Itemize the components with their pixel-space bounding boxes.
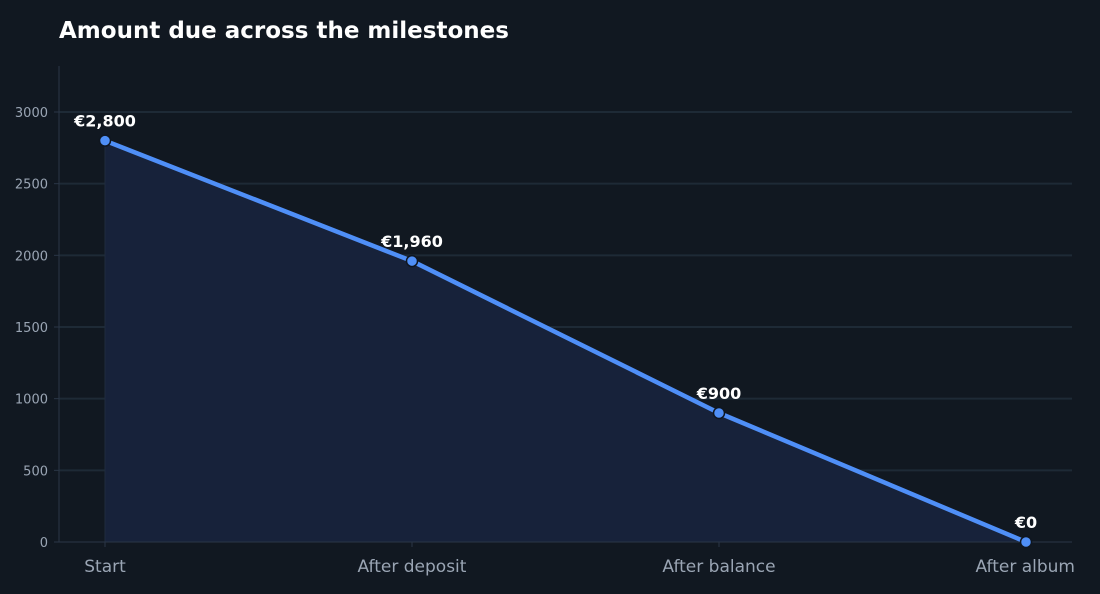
data-point bbox=[98, 134, 112, 147]
x-tick-label: Start bbox=[84, 557, 126, 577]
y-tick-label: 1500 bbox=[15, 321, 48, 336]
data-label: €2,800 bbox=[73, 112, 136, 131]
series-area bbox=[105, 140, 1026, 542]
axes bbox=[54, 66, 1072, 547]
y-tick-label: 500 bbox=[23, 464, 48, 479]
data-point bbox=[1019, 535, 1033, 549]
series-line bbox=[102, 138, 1029, 545]
y-tick-labels: 0 500 1000 1500 2000 2500 3000 bbox=[15, 106, 48, 551]
area-layer bbox=[104, 140, 1026, 542]
series-line-layer bbox=[102, 138, 1029, 545]
data-label: €900 bbox=[696, 384, 742, 403]
data-label: €1,960 bbox=[380, 232, 443, 251]
x-tick-labels: Start After deposit After balance After alb… bbox=[84, 557, 1075, 577]
chart-title: Amount due across the milestones bbox=[59, 18, 509, 44]
x-tick-label: After balance bbox=[662, 557, 775, 577]
x-tick-label: After deposit bbox=[358, 557, 467, 577]
y-tick-label: 0 bbox=[40, 536, 48, 551]
y-tick-label: 2500 bbox=[15, 178, 48, 193]
x-tick-label: After album bbox=[976, 557, 1076, 577]
data-point bbox=[405, 254, 419, 268]
data-points bbox=[98, 134, 1033, 549]
data-labels: €2,800 €1,960 €900 €0 bbox=[73, 112, 1037, 532]
y-tick-label: 2000 bbox=[15, 249, 48, 264]
y-tick-label: 3000 bbox=[15, 106, 48, 121]
data-point bbox=[712, 406, 726, 420]
data-label: €0 bbox=[1014, 513, 1037, 532]
y-tick-label: 1000 bbox=[15, 393, 48, 408]
